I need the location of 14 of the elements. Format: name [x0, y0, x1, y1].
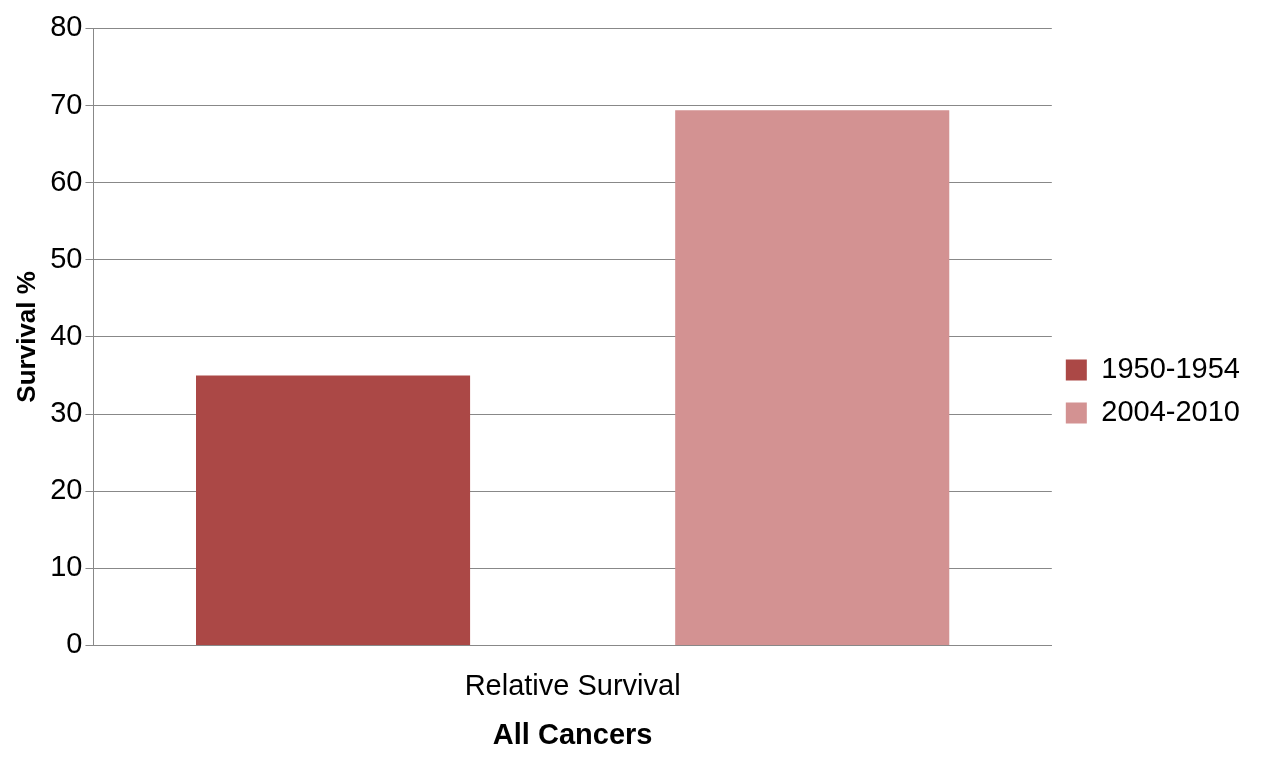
x-axis-title: All Cancers	[492, 717, 653, 750]
legend-label: 2004-2010	[1101, 395, 1240, 427]
legend-label: 1950-1954	[1101, 352, 1240, 384]
y-tick-label: 50	[50, 241, 83, 274]
y-tick-label: 70	[50, 87, 83, 120]
y-tick-label: 60	[50, 164, 83, 197]
y-tick-label: 80	[50, 10, 83, 43]
y-tick-label: 0	[66, 627, 83, 660]
y-tick-label: 30	[50, 396, 83, 429]
y-axis-title: Survival %	[10, 271, 41, 403]
x-tick-label: Relative Survival	[464, 668, 681, 701]
y-tick-label: 10	[50, 550, 83, 583]
y-tick-label: 20	[50, 473, 83, 506]
y-tick-label: 40	[50, 318, 83, 351]
